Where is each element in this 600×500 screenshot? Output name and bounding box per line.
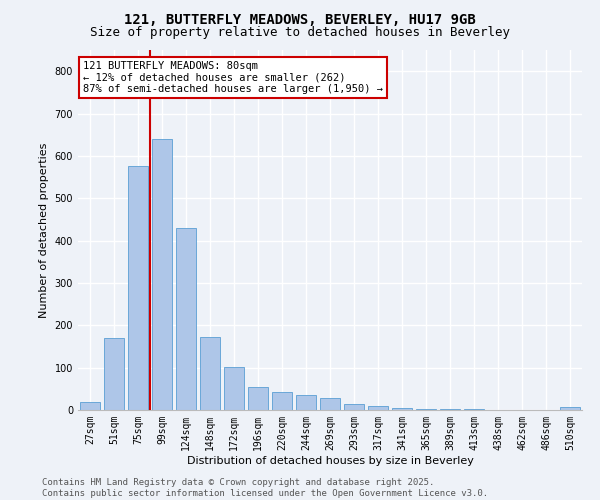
Text: Size of property relative to detached houses in Beverley: Size of property relative to detached ho… <box>90 26 510 39</box>
Bar <box>296 395 316 410</box>
Bar <box>392 408 412 410</box>
Bar <box>248 386 268 410</box>
Bar <box>440 409 460 410</box>
Text: 121 BUTTERFLY MEADOWS: 80sqm
← 12% of detached houses are smaller (262)
87% of s: 121 BUTTERFLY MEADOWS: 80sqm ← 12% of de… <box>83 61 383 94</box>
Bar <box>200 337 220 410</box>
Bar <box>464 409 484 410</box>
Bar <box>224 367 244 410</box>
Text: Contains HM Land Registry data © Crown copyright and database right 2025.
Contai: Contains HM Land Registry data © Crown c… <box>42 478 488 498</box>
Bar <box>368 406 388 410</box>
Bar <box>104 338 124 410</box>
Bar <box>176 228 196 410</box>
Bar <box>152 139 172 410</box>
X-axis label: Distribution of detached houses by size in Beverley: Distribution of detached houses by size … <box>187 456 473 466</box>
Y-axis label: Number of detached properties: Number of detached properties <box>39 142 49 318</box>
Bar <box>344 404 364 410</box>
Bar <box>80 402 100 410</box>
Bar <box>320 398 340 410</box>
Bar <box>416 408 436 410</box>
Bar <box>272 392 292 410</box>
Bar <box>128 166 148 410</box>
Text: 121, BUTTERFLY MEADOWS, BEVERLEY, HU17 9GB: 121, BUTTERFLY MEADOWS, BEVERLEY, HU17 9… <box>124 12 476 26</box>
Bar <box>560 407 580 410</box>
